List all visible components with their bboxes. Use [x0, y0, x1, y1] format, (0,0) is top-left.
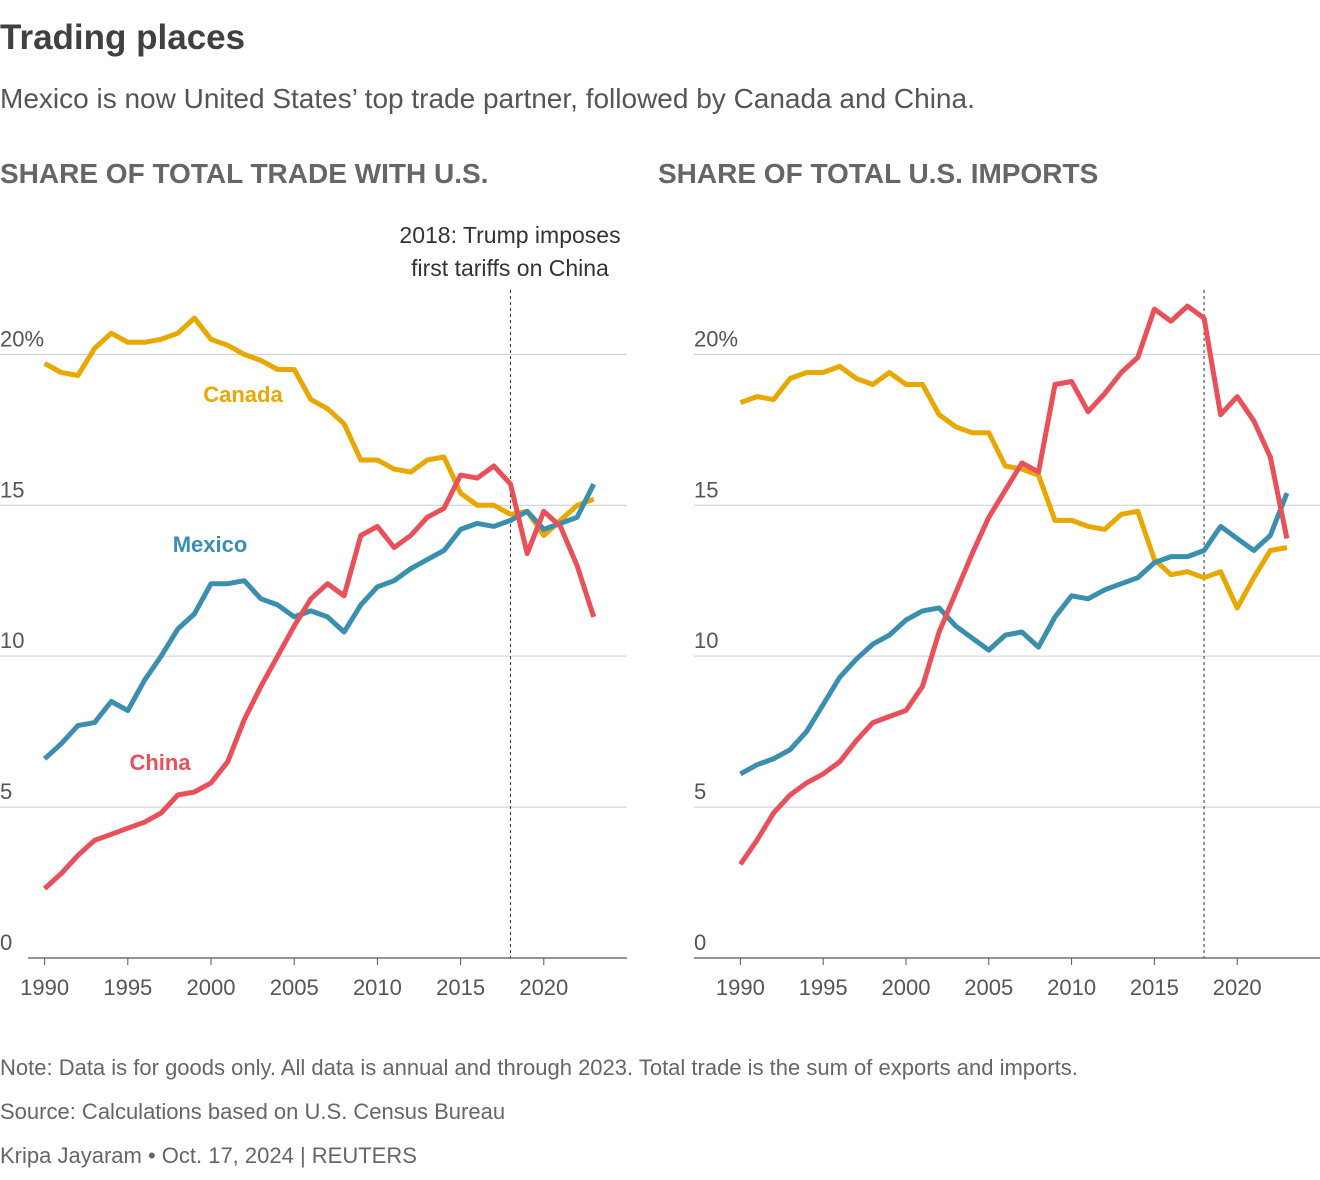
note: Note: Data is for goods only. All data i…	[0, 1055, 1078, 1080]
series-label: China	[129, 750, 191, 775]
y-tick-label: 10	[0, 628, 24, 653]
y-tick-label: 15	[694, 477, 718, 502]
y-tick-label: 10	[694, 628, 718, 653]
y-tick-label: 15	[0, 477, 24, 502]
series-line	[738, 303, 1290, 866]
subtitle: Mexico is now United States’ top trade p…	[0, 83, 975, 114]
series-line	[739, 492, 1290, 777]
source: Source: Calculations based on U.S. Censu…	[0, 1099, 505, 1124]
series-line	[43, 315, 595, 538]
series-label: Mexico	[173, 532, 248, 557]
y-tick-label: 5	[694, 779, 706, 804]
x-tick-label: 2010	[353, 975, 402, 1000]
x-tick-label: 2005	[964, 975, 1013, 1000]
x-tick-label: 1990	[20, 975, 69, 1000]
y-tick-label: 5	[0, 779, 12, 804]
chart-title: SHARE OF TOTAL U.S. IMPORTS	[658, 158, 1098, 189]
y-tick-label: 0	[0, 930, 12, 955]
x-tick-label: 2015	[436, 975, 485, 1000]
series-label: Canada	[203, 382, 283, 407]
series-line	[739, 363, 1288, 611]
x-tick-label: 2020	[1213, 975, 1262, 1000]
x-tick-label: 2000	[882, 975, 931, 1000]
x-tick-label: 1995	[103, 975, 152, 1000]
x-tick-label: 2015	[1130, 975, 1179, 1000]
y-tick-label: 20%	[0, 326, 44, 351]
annotation: first tariffs on China	[411, 255, 609, 281]
title: Trading places	[0, 18, 245, 57]
series-line	[42, 482, 596, 761]
x-tick-label: 2020	[519, 975, 568, 1000]
annotation: 2018: Trump imposes	[399, 222, 620, 248]
chart-title: SHARE OF TOTAL TRADE WITH U.S.	[0, 158, 488, 189]
y-tick-label: 0	[694, 930, 706, 955]
x-tick-label: 1990	[716, 975, 765, 1000]
x-tick-label: 1995	[799, 975, 848, 1000]
credit: Kripa Jayaram • Oct. 17, 2024 | REUTERS	[0, 1143, 417, 1168]
y-tick-label: 20%	[694, 326, 738, 351]
x-tick-label: 2005	[270, 975, 319, 1000]
series-line	[42, 463, 597, 891]
x-tick-label: 2010	[1047, 975, 1096, 1000]
x-tick-label: 2000	[187, 975, 236, 1000]
